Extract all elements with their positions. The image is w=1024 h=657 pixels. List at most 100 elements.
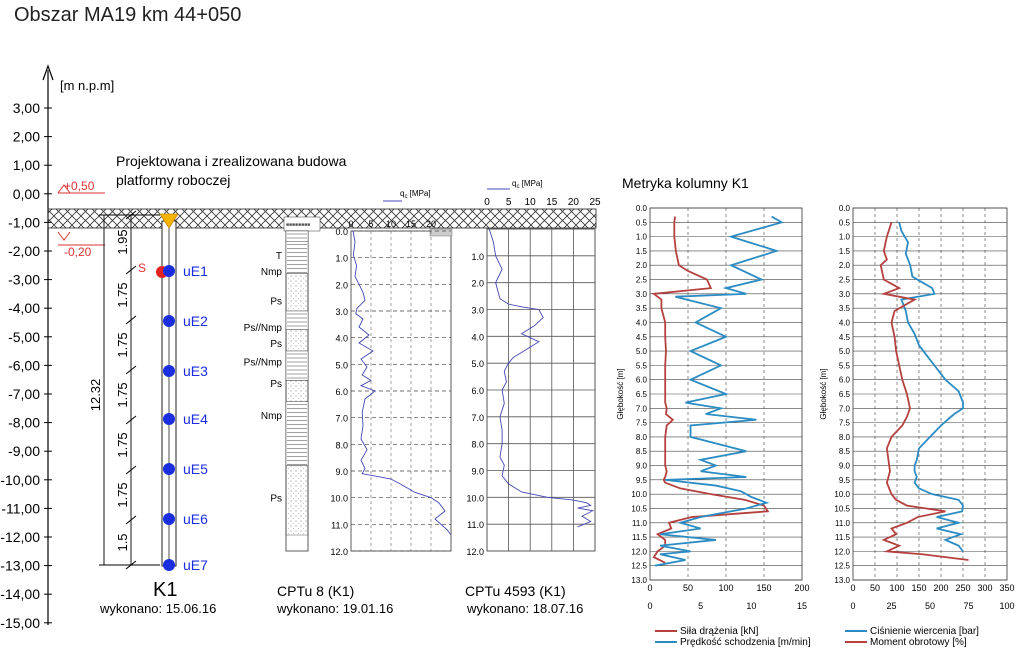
metryka-x-label-bottom: 50 <box>925 601 935 611</box>
metryka-depth-label: 5.0 <box>636 347 648 356</box>
column-k1: uE1 uE2 uE3 uE4 uE5 uE6 uE7 <box>156 213 208 573</box>
metryka-depth-label: 1.0 <box>636 233 648 242</box>
metryka-depth-label: 11.5 <box>835 533 851 542</box>
lithology-band <box>285 380 309 402</box>
metryka-depth-label: 13.0 <box>834 576 850 585</box>
cpt8-layer-label: Ps <box>270 296 282 307</box>
cpt8-layer-label: T <box>276 251 282 262</box>
cpt8-layer-label: Ps//Nmp <box>244 323 283 334</box>
metryka-depth-label: 7.5 <box>839 419 851 428</box>
cpt8-layer-label: Ps <box>270 339 282 350</box>
metryka-x-label-top: 200 <box>794 583 809 593</box>
metryka-depth-label: 4.5 <box>839 333 851 342</box>
lithology-band <box>285 230 309 242</box>
metryka-depth-label: 3.5 <box>839 304 851 313</box>
cpt4593-x-label: 15 <box>546 197 558 208</box>
cpt4593-panel: 1.0 2.0 3.0 4.0 5.0 6.0 7.0 8.0 9.0 10.0 11.0 12.0 0… <box>466 179 601 557</box>
elev-tick-label: 1,00 <box>13 157 40 173</box>
metryka-x-label-top: 200 <box>933 583 948 593</box>
metryka-depth-label: 6.0 <box>839 376 851 385</box>
metryka-depth-label: 10.5 <box>631 504 647 513</box>
metryka-depth-label: 6.5 <box>839 390 851 399</box>
dim-tick <box>125 315 137 325</box>
metryka-depth-label: 8.5 <box>636 447 648 456</box>
metryka-depth-label: 2.0 <box>839 261 851 270</box>
elev-tick-label: 2,00 <box>13 129 40 145</box>
dim-tick <box>125 365 137 375</box>
cpt4593-depth-label: 1.0 <box>471 252 484 262</box>
metryka-depth-label: 12.5 <box>631 562 647 571</box>
platform-text-line2: platformy roboczej <box>116 172 230 188</box>
column-date: wykonano: 15.06.16 <box>99 601 216 616</box>
metryka-depth-label: 8.5 <box>839 447 851 456</box>
elevation-axis-label: [m n.p.m] <box>60 78 114 93</box>
cpt4593-name: CPTu 4593 (K1) <box>465 583 566 599</box>
metryka-depth-label: 4.0 <box>636 318 648 327</box>
dim-tick <box>125 515 137 525</box>
metryka-depth-label: 5.5 <box>636 361 648 370</box>
metryka-depth-label: 0.5 <box>636 218 648 227</box>
cpt8-depth-label: 6.0 <box>335 387 348 397</box>
cpt4593-qc-sub: c <box>516 184 519 190</box>
metryka-depth-label: 0.0 <box>636 204 648 213</box>
cpt8-depth-label: 8.0 <box>335 440 348 450</box>
metryka-x-label-top: 250 <box>955 583 970 593</box>
cpt4593-depth-label: 9.0 <box>471 467 484 477</box>
platform-text-line1: Projektowana i zrealizowana budowa <box>116 153 347 169</box>
level-minus-label: -0,20 <box>64 245 92 259</box>
cpt8-depth-label: 11.0 <box>331 520 348 530</box>
cpt8-depth-label: 10.0 <box>330 494 348 504</box>
metryka-x-label-top: 0 <box>850 583 855 593</box>
cpt8-qc-sub: c <box>404 194 407 200</box>
dim-seg-label: 1.75 <box>115 382 130 407</box>
dim-total-label: 12.32 <box>88 379 103 412</box>
legend-sila: Siła drążenia [kN] <box>680 626 759 637</box>
cpt4593-x-label: 25 <box>589 197 601 208</box>
sensor-label: uE3 <box>183 363 208 379</box>
cpt4593-depth-label: 11.0 <box>467 520 484 530</box>
metryka-depth-label: 9.5 <box>636 476 648 485</box>
cpt8-layer-label: Ps <box>270 379 282 390</box>
metryka-depth-label: 9.0 <box>636 462 648 471</box>
cpt8-depth-label: 5.0 <box>335 360 348 370</box>
cpt8-qc-label: q <box>400 189 404 198</box>
elev-tick-label: -3,00 <box>8 272 40 288</box>
column-head-icon <box>159 213 179 229</box>
sensor-dot <box>163 513 175 525</box>
cpt8-depth-label: 1.0 <box>335 254 348 264</box>
dim-top-label: 1.95 <box>115 229 130 254</box>
sensor-dot <box>163 365 175 377</box>
cpt8-x-label: 10 <box>386 219 396 229</box>
sensor-label: uE4 <box>183 411 208 427</box>
metryka-depth-label: 12.5 <box>834 562 850 571</box>
cpt8-layer-label: Nmp <box>261 267 283 278</box>
cpt4593-depth-label: 10.0 <box>466 493 484 503</box>
metryka-x-label-top: 50 <box>870 583 880 593</box>
metryka-depth-label: 11.0 <box>632 519 648 528</box>
dim-seg-label: 1.5 <box>115 533 130 551</box>
metryka-depth-label: 2.5 <box>636 276 648 285</box>
metryka-depth-label: 2.0 <box>636 261 648 270</box>
metryka-depth-label: 0.5 <box>839 218 851 227</box>
metryka-depth-label-2: Głębokość [m] <box>819 368 828 419</box>
metryka-depth-label: 10.5 <box>834 504 850 513</box>
elev-tick-label: 0,00 <box>13 186 40 202</box>
cpt8-date: wykonano: 19.01.16 <box>276 601 393 616</box>
metryka-depth-label: 6.0 <box>636 376 648 385</box>
sensor-label: uE2 <box>183 313 208 329</box>
dim-tick <box>125 465 137 475</box>
cpt4593-depth-label: 2.0 <box>471 279 484 289</box>
cpt8-depth-label: 2.0 <box>335 280 348 290</box>
metryka-x-label-top: 300 <box>977 583 992 593</box>
sensor-dot <box>163 315 175 327</box>
elev-tick-label: -12,00 <box>0 529 40 545</box>
metryka-depth-label: 9.5 <box>839 476 851 485</box>
metryka-depth-label: 7.0 <box>839 404 851 413</box>
column-name: K1 <box>153 579 177 601</box>
elev-tick-label: -15,00 <box>0 615 40 631</box>
metryka-x-label-bottom: 0 <box>850 601 855 611</box>
metryka-depth-label: 2.5 <box>839 276 851 285</box>
cpt4593-depth-label: 8.0 <box>471 440 484 450</box>
cpt4593-depth-label: 12.0 <box>466 547 484 557</box>
platform-layer <box>47 208 597 229</box>
